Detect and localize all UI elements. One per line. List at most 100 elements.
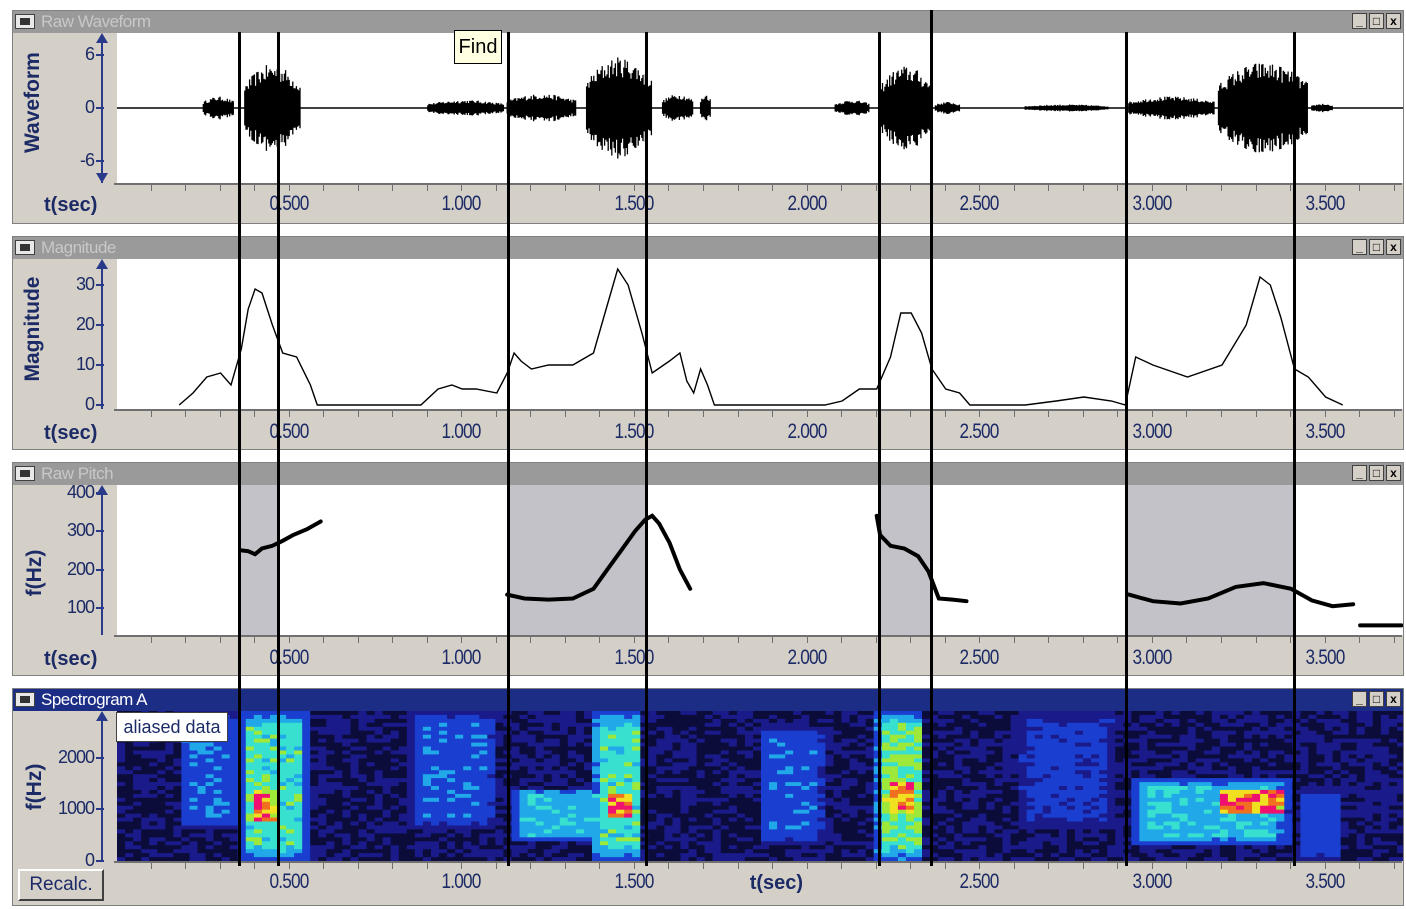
spectrogram-cell xyxy=(688,738,698,744)
spectrogram-cell xyxy=(366,845,376,850)
spectrogram-cell xyxy=(1018,738,1028,744)
close-button[interactable]: x xyxy=(1386,465,1401,481)
minimize-button[interactable]: _ xyxy=(1352,691,1367,707)
magnitude-plot[interactable] xyxy=(117,259,1403,409)
spectrogram-cell xyxy=(1099,762,1108,767)
spectrogram-cell xyxy=(1026,829,1036,834)
spectrogram-cell xyxy=(366,742,376,748)
spectrogram-cell xyxy=(261,793,271,799)
spectrogram-plot[interactable] xyxy=(117,711,1403,861)
spectrogram-cell xyxy=(221,786,231,791)
restore-button[interactable]: □ xyxy=(1369,691,1384,707)
spectrogram-cell xyxy=(946,786,955,791)
spectrogram-cell xyxy=(583,738,593,744)
spectrogram-cell xyxy=(374,718,384,724)
spectrogram-cell xyxy=(294,714,303,720)
spectrogram-cell xyxy=(793,797,802,803)
spectrogram-cell xyxy=(358,829,368,834)
spectrogram-cell xyxy=(511,782,521,787)
spectrogram-cell xyxy=(1026,738,1036,744)
spectrogram-cell xyxy=(897,770,907,775)
spectrogram-cell xyxy=(261,730,271,736)
pitch-plot[interactable] xyxy=(117,485,1403,635)
spectrogram-cell xyxy=(777,730,786,736)
spectrogram-cell xyxy=(447,766,456,771)
spectrogram-cell xyxy=(994,821,1004,826)
spectrogram-cell xyxy=(1131,778,1140,783)
spectrogram-cell xyxy=(720,786,730,791)
spectrogram-cell xyxy=(600,774,609,779)
spectrogram-cell xyxy=(833,774,843,779)
spectrogram-cell xyxy=(905,817,915,823)
spectrogram-cell xyxy=(447,722,456,728)
spectrogram-cell xyxy=(422,801,432,807)
minimize-button[interactable]: _ xyxy=(1352,465,1367,481)
magnitude-titlebar[interactable]: Magnitude _ □ x xyxy=(13,237,1403,259)
spectrogram-cell xyxy=(744,758,754,763)
restore-button[interactable]: □ xyxy=(1369,239,1384,255)
spectrogram-cell xyxy=(1083,797,1092,803)
minimize-button[interactable]: _ xyxy=(1352,239,1367,255)
close-button[interactable]: x xyxy=(1386,13,1401,29)
waveform-plot[interactable] xyxy=(117,33,1403,183)
spectrogram-cell xyxy=(382,845,392,850)
spectrogram-cell xyxy=(527,845,537,850)
spectrogram-cell xyxy=(406,849,416,854)
spectrogram-cell xyxy=(632,718,641,724)
spectrogram-cell xyxy=(672,762,682,767)
spectrogram-cell xyxy=(527,758,537,763)
spectrogram-cell xyxy=(1139,821,1149,826)
spectrogram-cell xyxy=(600,778,609,783)
spectrogram-cell xyxy=(640,734,649,740)
spectrogram-cell xyxy=(608,789,617,795)
spectrogram-cell xyxy=(495,782,505,787)
spectrogram-cell xyxy=(165,829,174,834)
spectrogram-cell xyxy=(873,762,883,767)
spectrogram-cell xyxy=(463,841,472,846)
spectrogram-cell xyxy=(519,857,529,861)
spectrogram-cell xyxy=(640,805,649,811)
spectrogram-cell xyxy=(688,786,698,791)
spectrogram-cell xyxy=(310,742,319,748)
spectrogram-cell xyxy=(688,714,698,720)
spectrogram-cell xyxy=(1131,857,1140,861)
pitch-track xyxy=(874,513,969,604)
spectrogram-cell xyxy=(873,726,883,732)
restore-button[interactable]: □ xyxy=(1369,465,1384,481)
spectrogram-cell xyxy=(1050,718,1060,724)
spectrogram-cell xyxy=(302,742,311,748)
minimize-button[interactable]: _ xyxy=(1352,13,1367,29)
spectrogram-cell xyxy=(278,758,287,763)
spectrogram-cell xyxy=(479,734,488,740)
spectrogram-titlebar[interactable]: Spectrogram A _ □ x xyxy=(13,689,1403,711)
spectrogram-cell xyxy=(543,726,553,732)
spectrogram-cell xyxy=(519,797,529,803)
spectrogram-cell xyxy=(237,825,247,830)
spectrogram-cell xyxy=(270,797,279,803)
spectrogram-cell xyxy=(350,829,360,834)
restore-button[interactable]: □ xyxy=(1369,13,1384,29)
close-button[interactable]: x xyxy=(1386,239,1401,255)
spectrogram-cell xyxy=(567,833,577,838)
spectrogram-cell xyxy=(551,750,561,755)
waveform-burst xyxy=(934,102,961,114)
spectrogram-cell xyxy=(817,718,827,724)
spectrogram-cell xyxy=(930,738,939,744)
spectrogram-cell xyxy=(527,825,537,830)
waveform-titlebar[interactable]: Raw Waveform _ □ x xyxy=(13,11,1403,33)
spectrogram-cell xyxy=(157,782,166,787)
pitch-titlebar[interactable]: Raw Pitch _ □ x xyxy=(13,463,1403,485)
close-button[interactable]: x xyxy=(1386,691,1401,707)
spectrogram-cell xyxy=(302,730,311,736)
spectrogram-cell xyxy=(382,813,392,819)
spectrogram-cell xyxy=(1002,726,1012,732)
spectrogram-cell xyxy=(431,857,440,861)
pitch-title: Raw Pitch xyxy=(41,464,114,483)
spectrogram-cell xyxy=(809,778,818,783)
spectrogram-cell xyxy=(704,742,714,748)
spectrogram-cell xyxy=(583,711,593,716)
spectrogram-cell xyxy=(439,797,448,803)
spectrogram-cell xyxy=(245,857,255,861)
spectrogram-cell xyxy=(237,805,247,811)
spectrogram-cell xyxy=(270,722,279,728)
